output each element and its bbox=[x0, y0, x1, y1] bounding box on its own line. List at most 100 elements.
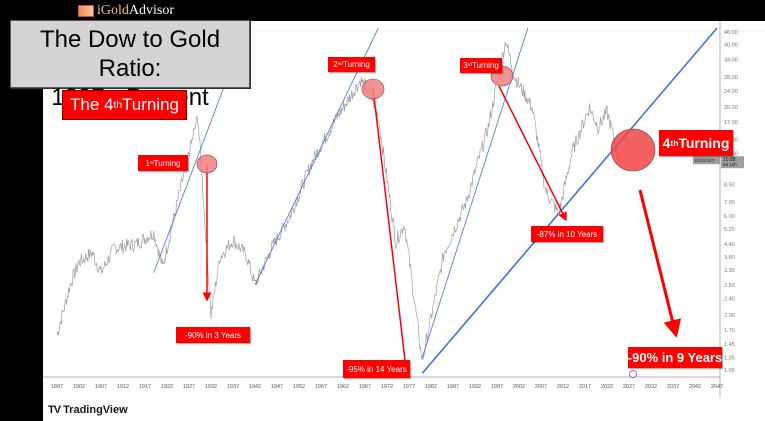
label-text: Turning bbox=[342, 60, 370, 69]
y-tick-label: 2.40 bbox=[724, 297, 735, 303]
y-tick-label: 28.00 bbox=[724, 75, 738, 81]
turning-circle-4 bbox=[610, 128, 656, 172]
subtitle-suffix: Turning bbox=[121, 95, 179, 114]
label-num: 3 bbox=[463, 61, 468, 70]
decline-label-1: -90% in 3 Years bbox=[176, 327, 250, 343]
trendline-long-term bbox=[421, 27, 718, 374]
footer: TV TradingView bbox=[43, 399, 765, 421]
subtitle-sup: th bbox=[113, 99, 122, 111]
x-tick-label: 1942 bbox=[249, 384, 261, 390]
x-tick-label: 1947 bbox=[271, 384, 283, 390]
chart-title-box: The Dow to Gold Ratio: 1897 - Present bbox=[10, 20, 250, 111]
brand-logo: iGold Advisor bbox=[78, 2, 174, 19]
label-sup: st bbox=[149, 160, 154, 166]
price-line bbox=[56, 42, 621, 361]
x-tick-label: 1907 bbox=[95, 384, 107, 390]
decline-label-3: -87% in 10 Years bbox=[531, 226, 603, 242]
decline-label-4: -90% in 9 Years bbox=[628, 347, 722, 368]
decline-label-2: -95% in 14 Years bbox=[343, 360, 410, 378]
y-tick-label: 1.25 bbox=[724, 356, 735, 362]
price-tag-countdown: 6d 12h bbox=[723, 162, 737, 167]
x-tick-label: 1917 bbox=[139, 384, 151, 390]
x-tick-label: 1922 bbox=[161, 384, 173, 390]
tradingview-logo[interactable]: TV TradingView bbox=[48, 404, 128, 416]
x-tick-label: 1912 bbox=[117, 384, 129, 390]
x-tick-label: 1927 bbox=[183, 384, 195, 390]
y-tick-label: 5.20 bbox=[724, 227, 735, 233]
x-tick-label: 2012 bbox=[557, 384, 569, 390]
y-tick-label: 2.00 bbox=[724, 313, 735, 319]
label-num: 1 bbox=[145, 158, 150, 168]
x-tick-label: 2007 bbox=[535, 384, 547, 390]
x-tick-label: 1937 bbox=[227, 384, 239, 390]
x-tick-label: 2017 bbox=[579, 384, 591, 390]
symbol-tag-bg bbox=[693, 156, 720, 165]
x-tick-label: 1982 bbox=[425, 384, 437, 390]
y-tick-label: 3.80 bbox=[724, 255, 735, 261]
x-tick-label: 2047 bbox=[711, 384, 723, 390]
x-tick-label: 1987 bbox=[447, 384, 459, 390]
price-tag-bg bbox=[721, 156, 744, 169]
x-tick-label: 2037 bbox=[667, 384, 679, 390]
x-tick-label: 1962 bbox=[337, 384, 349, 390]
turning-circle-1 bbox=[196, 154, 218, 174]
x-tick-label: 2022 bbox=[601, 384, 613, 390]
chart-title-line1: The Dow to Gold Ratio: bbox=[39, 26, 221, 82]
x-tick-label: 2032 bbox=[645, 384, 657, 390]
label-text: Turning bbox=[471, 61, 499, 70]
y-tick-label: 1.70 bbox=[724, 328, 735, 334]
y-tick-label: 24.00 bbox=[724, 89, 738, 95]
x-tick-label: 1932 bbox=[205, 384, 217, 390]
y-tick-label: 34.00 bbox=[724, 57, 738, 63]
y-tick-label: 8.50 bbox=[724, 183, 735, 189]
x-tick-label: 1992 bbox=[469, 384, 481, 390]
x-tick-label: 2042 bbox=[689, 384, 701, 390]
label-text: Turning bbox=[153, 158, 181, 168]
decline-arrow-3 bbox=[498, 85, 567, 222]
label-text: Turning bbox=[678, 135, 730, 151]
label-sup: rd bbox=[467, 63, 472, 68]
y-tick-label: 7.00 bbox=[724, 200, 735, 206]
subtitle-prefix: The 4 bbox=[70, 95, 114, 114]
y-tick-label: 1.45 bbox=[724, 342, 735, 348]
x-tick-label: 1977 bbox=[403, 384, 415, 390]
label-sup: th bbox=[670, 138, 679, 148]
x-tick-label: 2002 bbox=[513, 384, 525, 390]
price-tag-value: 10.88 bbox=[723, 157, 736, 163]
event-marker-icon bbox=[629, 370, 637, 378]
tradingview-icon: TV bbox=[48, 404, 61, 416]
turning-circle-2 bbox=[361, 78, 385, 100]
x-tick-label: 1897 bbox=[51, 384, 63, 390]
y-tick-label: 4.40 bbox=[724, 242, 735, 248]
label-num: 4 bbox=[662, 135, 671, 151]
x-tick-label: 1902 bbox=[73, 384, 85, 390]
brand-name-advisor: Advisor bbox=[128, 2, 175, 18]
y-tick-label: 17.00 bbox=[724, 120, 738, 126]
y-tick-label: 6.00 bbox=[724, 214, 735, 220]
label-sup: nd bbox=[337, 62, 343, 67]
label-num: 2 bbox=[333, 60, 338, 69]
x-tick-label: 1972 bbox=[381, 384, 393, 390]
tradingview-text: TradingView bbox=[63, 404, 128, 416]
decline-arrow-2 bbox=[372, 87, 411, 379]
decline-arrow-4 bbox=[638, 189, 682, 338]
y-tick-label: 20.00 bbox=[724, 105, 738, 111]
x-tick-label: 1952 bbox=[293, 384, 305, 390]
top-bar: iGold Advisor bbox=[0, 0, 765, 21]
y-tick-label: 40.00 bbox=[724, 43, 738, 49]
x-tick-label: 1957 bbox=[315, 384, 327, 390]
symbol-tag: DJ/GOLD bbox=[695, 158, 715, 163]
brand-icon bbox=[78, 4, 94, 17]
brand-name-gold: iGold bbox=[97, 2, 129, 18]
x-tick-label: 1967 bbox=[359, 384, 371, 390]
y-tick-label: 2.80 bbox=[724, 283, 735, 289]
y-tick-label: 3.30 bbox=[724, 268, 735, 274]
y-tick-label: 1.09 bbox=[724, 368, 735, 374]
x-tick-label: 2027 bbox=[623, 384, 635, 390]
y-tick-label: 46.00 bbox=[724, 30, 738, 36]
